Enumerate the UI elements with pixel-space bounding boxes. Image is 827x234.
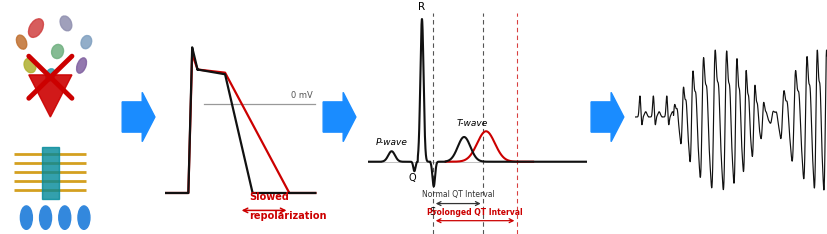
Circle shape (40, 206, 51, 229)
Text: 0 mV: 0 mV (291, 91, 313, 100)
Circle shape (21, 206, 32, 229)
Ellipse shape (28, 19, 44, 37)
Text: Normal QT Interval: Normal QT Interval (422, 190, 495, 199)
Ellipse shape (81, 36, 92, 49)
Text: Q: Q (409, 173, 417, 183)
Text: Slowed: Slowed (250, 193, 289, 202)
FancyArrow shape (591, 92, 624, 142)
Ellipse shape (51, 44, 64, 58)
Circle shape (59, 206, 71, 229)
Text: P-wave: P-wave (375, 139, 408, 147)
Bar (42, 147, 59, 199)
FancyArrow shape (122, 92, 155, 142)
Ellipse shape (45, 69, 55, 81)
FancyArrow shape (323, 92, 356, 142)
Circle shape (78, 206, 90, 229)
Text: S: S (430, 207, 436, 217)
Polygon shape (29, 75, 72, 117)
Ellipse shape (60, 16, 72, 31)
Text: repolarization: repolarization (250, 211, 327, 221)
Ellipse shape (77, 58, 87, 73)
Ellipse shape (17, 35, 26, 49)
Text: R: R (418, 1, 426, 11)
Ellipse shape (24, 58, 36, 73)
Text: Prolonged QT Interval: Prolonged QT Interval (428, 208, 523, 217)
Text: T-wave: T-wave (457, 119, 488, 128)
